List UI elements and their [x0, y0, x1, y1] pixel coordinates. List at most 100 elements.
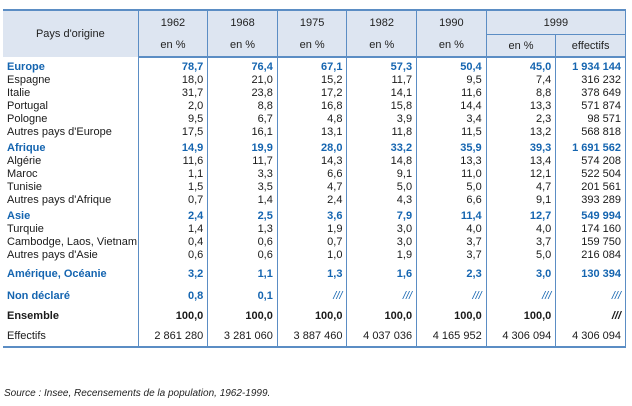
table-cell: 1,4 [137, 223, 209, 236]
table-cell: 9,5 [137, 113, 209, 126]
table-cell: 11,8 [346, 126, 418, 139]
row-label: Autres pays d'Afrique [3, 194, 139, 207]
table-cell: 18,0 [137, 74, 209, 87]
header-unit: en % [346, 34, 418, 58]
table-cell: 4 306 094 [485, 326, 557, 348]
table-cell: 393 289 [555, 194, 626, 207]
row-label: Portugal [3, 100, 139, 113]
table-cell: 4,7 [276, 181, 348, 194]
table-cell: 16,1 [207, 126, 278, 139]
table-cell: /// [346, 284, 418, 306]
table-cell: 1 691 562 [555, 139, 626, 155]
table-cell: 3,5 [207, 181, 278, 194]
table-cell: 2,3 [485, 113, 557, 126]
table-cell: 1,9 [276, 223, 348, 236]
table-cell: 100,0 [416, 306, 487, 326]
table-cell: 5,0 [485, 249, 557, 262]
table-cell: 2,4 [137, 207, 209, 223]
group-row: Asie 2,4 2,5 3,6 7,9 11,4 12,7 549 994 [3, 207, 626, 223]
table-cell: 11,5 [416, 126, 487, 139]
table-cell: 522 504 [555, 168, 626, 181]
source-note: Source : Insee, Recensements de la popul… [4, 388, 271, 399]
header-origin: Pays d'origine [3, 9, 139, 57]
table-cell: 100,0 [137, 306, 209, 326]
table-cell: 57,3 [346, 57, 418, 74]
table-cell: 11,0 [416, 168, 487, 181]
table-cell: 5,0 [416, 181, 487, 194]
table-row: Turquie 1,4 1,3 1,9 3,0 4,0 4,0 174 160 [3, 223, 626, 236]
table-cell: 14,1 [346, 87, 418, 100]
row-label: Autres pays d'Europe [3, 126, 139, 139]
table-cell: 67,1 [276, 57, 348, 74]
table-cell: 76,4 [207, 57, 278, 74]
row-label: Pologne [3, 113, 139, 126]
table-cell: 17,2 [276, 87, 348, 100]
table-row: Autres pays d'Asie 0,6 0,6 1,0 1,9 3,7 5,0 216 … [3, 249, 626, 262]
immigration-origin-table: Pays d'origine 1962 1968 1975 1982 1990 … [3, 9, 627, 348]
table-cell: 1,4 [207, 194, 278, 207]
table-cell: 17,5 [137, 126, 209, 139]
table-cell: 130 394 [555, 262, 626, 284]
table-cell: 31,7 [137, 87, 209, 100]
table-cell: 3,7 [416, 236, 487, 249]
table-cell: 1,1 [207, 262, 278, 284]
table-cell: 45,0 [485, 57, 557, 74]
header-unit: en % [485, 34, 557, 58]
table-cell: 574 208 [555, 155, 626, 168]
table-cell: 3,2 [137, 262, 209, 284]
header-unit: en % [416, 34, 487, 58]
table-cell: 378 649 [555, 87, 626, 100]
header-year-1999: 1999 [485, 9, 627, 35]
table-cell: 11,4 [416, 207, 487, 223]
row-label: Turquie [3, 223, 139, 236]
table-cell: 50,4 [416, 57, 487, 74]
table-cell: /// [555, 306, 626, 326]
table-cell: 7,4 [485, 74, 557, 87]
table-cell: 100,0 [207, 306, 278, 326]
header-year-1968: 1968 [207, 9, 278, 35]
header-year-1962: 1962 [137, 9, 209, 35]
group-row: Amérique, Océanie 3,2 1,1 1,3 1,6 2,3 3,0 130 3… [3, 262, 626, 284]
table-cell: 568 818 [555, 126, 626, 139]
row-label: Tunisie [3, 181, 139, 194]
row-label: Effectifs [3, 326, 139, 348]
table-cell: 3 281 060 [207, 326, 278, 348]
table-cell: 3,0 [485, 262, 557, 284]
table-cell: 216 084 [555, 249, 626, 262]
table-cell: 15,8 [346, 100, 418, 113]
table-cell: 39,3 [485, 139, 557, 155]
table-cell: 8,8 [207, 100, 278, 113]
table-body: Europe 78,7 76,4 67,1 57,3 50,4 45,0 1 934 144 E… [3, 57, 626, 348]
header-unit-count: effectifs [555, 34, 626, 58]
table-cell: 3,4 [416, 113, 487, 126]
table-cell: 23,8 [207, 87, 278, 100]
group-row: Afrique 14,9 19,9 28,0 33,2 35,9 39,3 1 691 562 [3, 139, 626, 155]
table-cell: 2,0 [137, 100, 209, 113]
table-cell: 3,0 [346, 223, 418, 236]
row-label: Ensemble [3, 306, 139, 326]
table-cell: 11,6 [416, 87, 487, 100]
table-cell: 98 571 [555, 113, 626, 126]
table-cell: 13,3 [416, 155, 487, 168]
table-cell: /// [485, 284, 557, 306]
table-cell: 549 994 [555, 207, 626, 223]
table-cell: 13,1 [276, 126, 348, 139]
table-cell: 0,6 [207, 236, 278, 249]
table-cell: 2,5 [207, 207, 278, 223]
header-unit: en % [276, 34, 348, 58]
table-row: Pologne 9,5 6,7 4,8 3,9 3,4 2,3 98 571 [3, 113, 626, 126]
total-row: Ensemble 100,0 100,0 100,0 100,0 100,0 100,0//… [3, 306, 626, 326]
table-cell: 100,0 [485, 306, 557, 326]
table-cell: /// [416, 284, 487, 306]
table-cell: 4 165 952 [416, 326, 487, 348]
table-cell: 0,1 [207, 284, 278, 306]
table-row: Portugal 2,0 8,8 16,8 15,8 14,4 13,3 571 874 [3, 100, 626, 113]
table-row: Tunisie 1,5 3,5 4,7 5,0 5,0 4,7 201 561 [3, 181, 626, 194]
table-cell: 0,7 [276, 236, 348, 249]
table-cell: 1,5 [137, 181, 209, 194]
row-label: Maroc [3, 168, 139, 181]
table-cell: 3,7 [416, 249, 487, 262]
table-cell: 159 750 [555, 236, 626, 249]
table-cell: 12,7 [485, 207, 557, 223]
row-label: Autres pays d'Asie [3, 249, 139, 262]
